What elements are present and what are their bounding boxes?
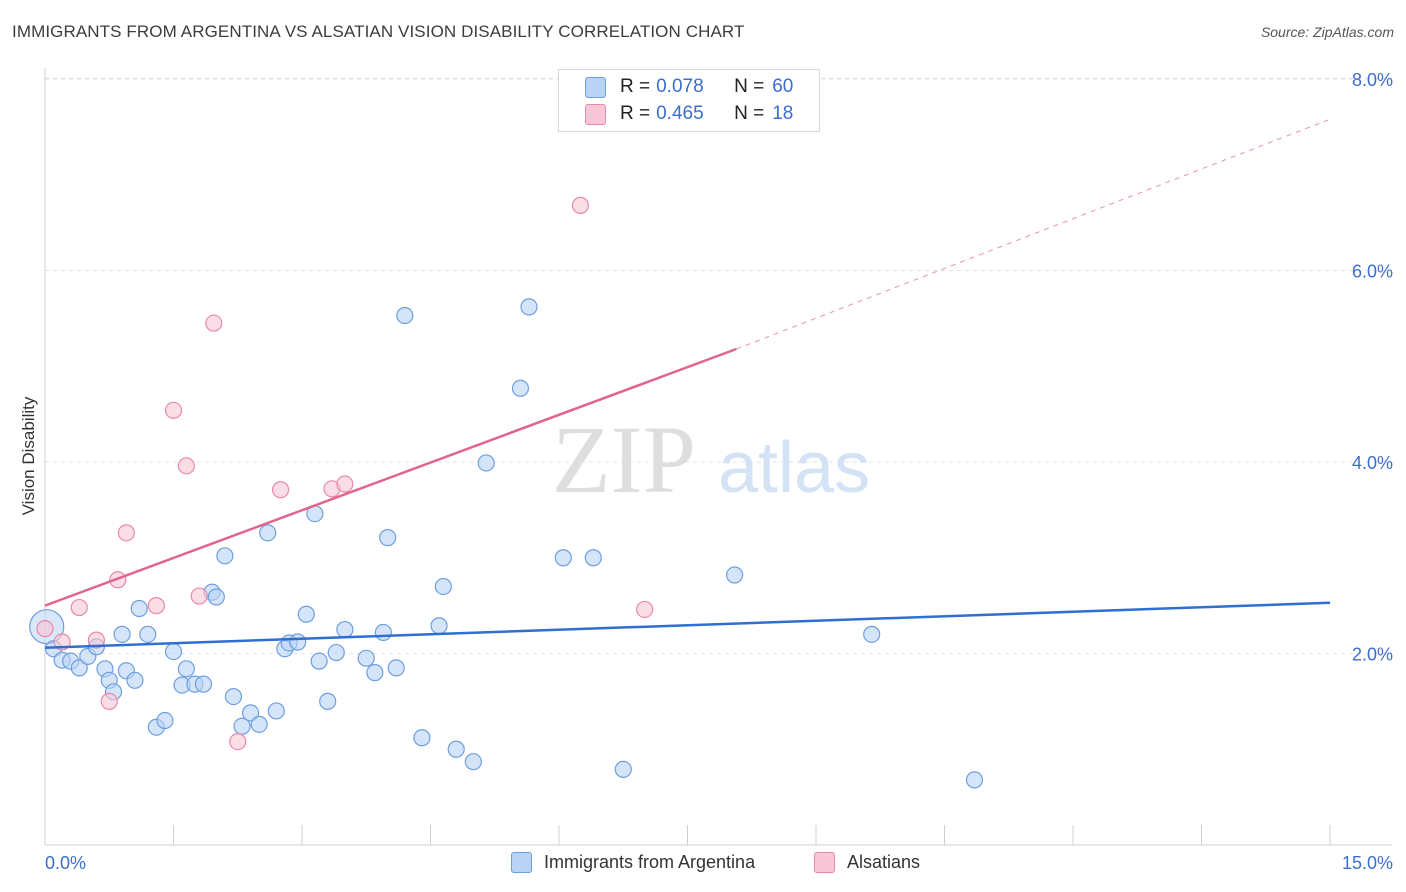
data-point	[190, 587, 208, 605]
legend-n-value: 18	[772, 103, 794, 124]
legend-r-value: 0.465	[656, 103, 704, 124]
y-axis-label: Vision Disability	[19, 396, 38, 515]
data-point	[164, 642, 183, 661]
legend-r-label: R =	[620, 76, 651, 97]
data-point	[336, 475, 354, 493]
data-point	[205, 314, 223, 332]
data-point	[216, 547, 234, 565]
data-point	[177, 457, 195, 475]
data-point	[357, 649, 375, 667]
data-point	[87, 631, 106, 649]
legend-row-argentina: R = 0.078 N = 60	[585, 74, 793, 100]
data-point	[194, 675, 213, 693]
data-point	[289, 633, 307, 651]
data-point	[259, 524, 277, 542]
legend-r-label: R =	[620, 103, 651, 124]
legend-swatch-pink	[585, 103, 606, 125]
data-point	[297, 605, 315, 623]
data-point	[164, 401, 183, 419]
y-tick-label: 8.0%	[1352, 70, 1393, 90]
data-point	[224, 687, 243, 706]
x-tick-label: 0.0%	[45, 853, 86, 873]
data-point	[614, 760, 632, 778]
data-point	[726, 566, 744, 584]
trend-line-alsatians	[44, 347, 737, 607]
data-point	[374, 623, 392, 642]
data-point	[70, 659, 88, 677]
data-point	[965, 771, 984, 789]
series-argentina	[29, 298, 984, 789]
source-label: Source: ZipAtlas.com	[1260, 24, 1394, 40]
data-point	[430, 617, 448, 635]
data-point	[113, 625, 131, 643]
series-alsatians	[36, 196, 654, 751]
legend-n-value: 60	[772, 76, 794, 97]
tick-labels: 2.0% 4.0% 6.0% 8.0% 0.0% 15.0%	[45, 70, 1393, 873]
data-point	[477, 454, 495, 472]
bottom-legend-alsatians: Alsatians	[814, 852, 920, 873]
data-point	[336, 620, 354, 639]
data-point	[434, 577, 452, 596]
y-tick-label: 4.0%	[1352, 453, 1393, 473]
data-point	[387, 659, 405, 677]
legend-row-alsatians: R = 0.465 N = 18	[585, 101, 793, 127]
data-point	[366, 664, 384, 682]
trend-line-argentina	[44, 601, 1331, 650]
bottom-legend-argentina: Immigrants from Argentina	[511, 852, 755, 873]
data-point	[130, 599, 148, 618]
data-point	[250, 715, 268, 733]
data-point	[554, 549, 572, 567]
stats-legend: R = 0.078 N = 60 R = 0.465 N = 18	[558, 69, 820, 132]
trend-lines	[44, 118, 1331, 650]
data-point	[511, 379, 530, 397]
data-point	[327, 643, 345, 662]
data-point	[310, 652, 328, 670]
data-point	[126, 671, 144, 689]
legend-n-label: N =	[734, 103, 765, 124]
data-point	[100, 692, 118, 710]
data-point	[156, 711, 174, 730]
gridlines	[45, 77, 1392, 654]
data-point	[413, 729, 431, 747]
data-point	[584, 549, 602, 567]
y-tick-label: 6.0%	[1352, 262, 1393, 282]
data-point	[207, 588, 225, 606]
bottom-legend-label: Immigrants from Argentina	[544, 852, 756, 872]
data-point	[139, 625, 157, 643]
x-tick-label: 15.0%	[1342, 853, 1393, 873]
data-point	[863, 625, 881, 643]
data-point	[177, 660, 195, 678]
data-point	[447, 740, 465, 758]
data-point	[396, 306, 414, 325]
legend-swatch-blue	[585, 76, 606, 98]
legend-n-label: N =	[734, 76, 765, 97]
data-point	[520, 298, 538, 316]
data-point	[36, 620, 54, 638]
data-point	[319, 692, 337, 710]
axes	[44, 68, 1392, 846]
data-point	[636, 600, 654, 619]
legend-r-value: 0.078	[656, 76, 704, 97]
data-point	[147, 597, 165, 615]
data-point	[229, 732, 247, 751]
trend-line-alsatians-extension	[736, 118, 1331, 350]
data-point	[571, 196, 590, 214]
bottom-legend-label: Alsatians	[847, 852, 921, 872]
bottom-legend-swatch-pink	[814, 852, 835, 873]
watermark-atlas: atlas	[718, 428, 870, 508]
data-point	[271, 481, 290, 499]
data-point	[464, 753, 482, 771]
bottom-legend-swatch-blue	[511, 852, 532, 873]
chart-title: IMMIGRANTS FROM ARGENTINA VS ALSATIAN VI…	[12, 22, 745, 41]
data-point	[379, 529, 397, 547]
y-tick-label: 2.0%	[1352, 645, 1393, 665]
watermark-zip: ZIP	[552, 406, 696, 513]
data-point	[267, 702, 285, 720]
data-point	[242, 704, 260, 722]
data-point	[70, 598, 88, 617]
data-point	[117, 524, 135, 542]
